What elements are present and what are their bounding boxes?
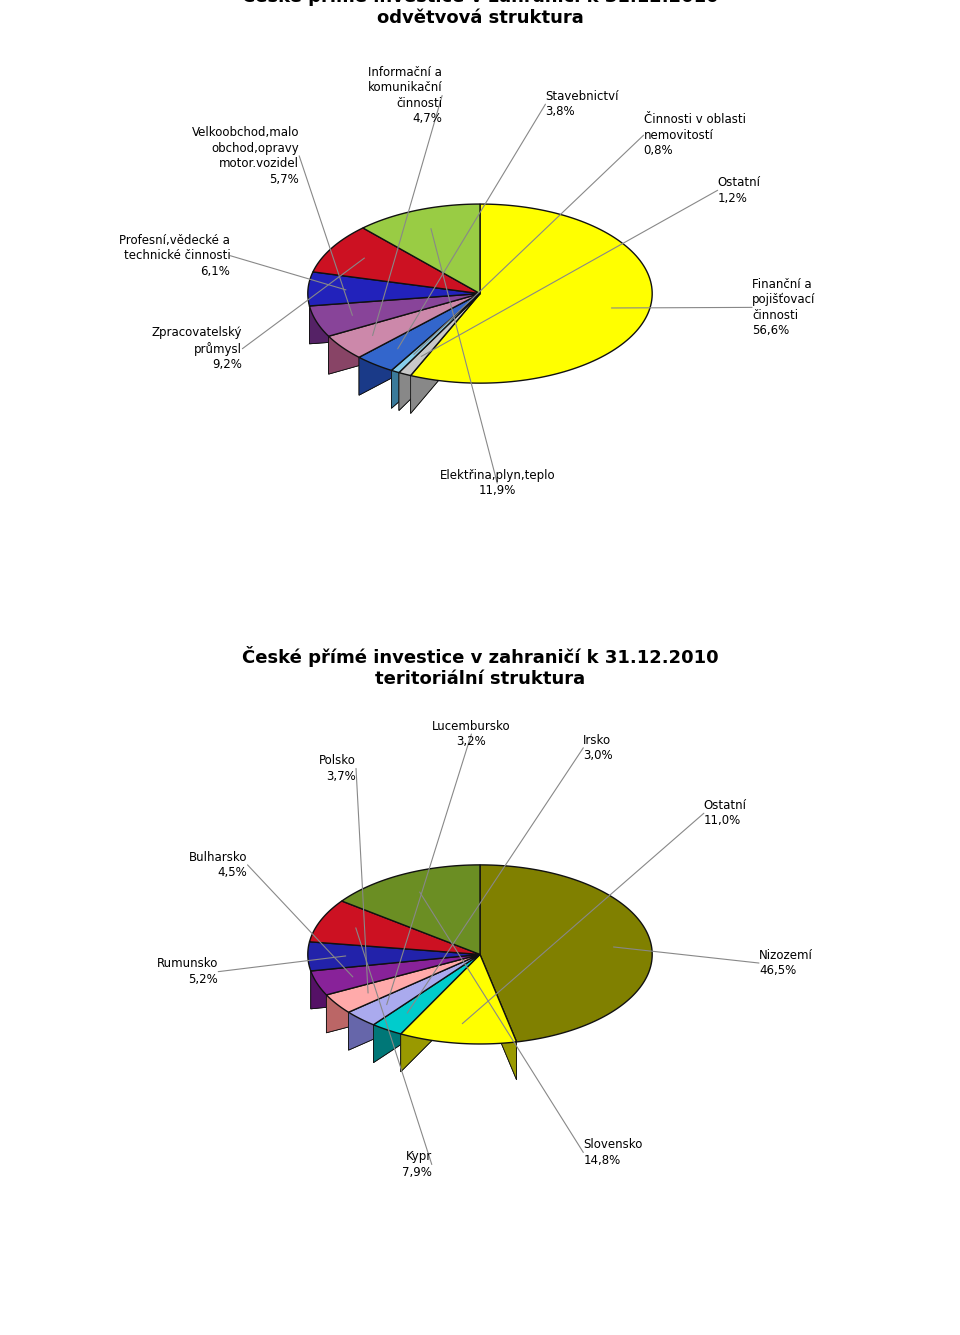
Polygon shape — [480, 955, 516, 1080]
Text: Velkoobchod,malo
obchod,opravy
motor.vozidel
5,7%: Velkoobchod,malo obchod,opravy motor.voz… — [192, 125, 300, 186]
Polygon shape — [392, 294, 480, 409]
Text: Zpracovatelský
průmysl
9,2%: Zpracovatelský průmysl 9,2% — [152, 326, 242, 371]
Text: Lucembursko
3,2%: Lucembursko 3,2% — [432, 720, 511, 749]
Polygon shape — [373, 955, 480, 1033]
Polygon shape — [328, 294, 480, 374]
Text: Ostatní
11,0%: Ostatní 11,0% — [704, 798, 747, 828]
Text: Ostatní
1,2%: Ostatní 1,2% — [718, 176, 760, 204]
Text: Profesní,vědecké a
technické činnosti
6,1%: Profesní,vědecké a technické činnosti 6,… — [119, 234, 230, 278]
Text: Činnosti v oblasti
nemovitostí
0,8%: Činnosti v oblasti nemovitostí 0,8% — [643, 113, 746, 158]
Polygon shape — [392, 294, 480, 409]
Polygon shape — [309, 294, 480, 344]
Text: Kypr
7,9%: Kypr 7,9% — [402, 1151, 432, 1179]
Polygon shape — [400, 955, 480, 1072]
Text: Bulharsko
4,5%: Bulharsko 4,5% — [189, 850, 248, 880]
Polygon shape — [480, 865, 652, 1041]
Text: Slovensko
14,8%: Slovensko 14,8% — [584, 1139, 642, 1167]
Polygon shape — [348, 955, 480, 1051]
Text: Rumunsko
5,2%: Rumunsko 5,2% — [156, 957, 218, 987]
Polygon shape — [311, 955, 480, 1009]
Polygon shape — [348, 955, 480, 1051]
Polygon shape — [328, 294, 480, 358]
Polygon shape — [311, 955, 480, 995]
Polygon shape — [309, 294, 480, 344]
Text: Elektřina,plyn,teplo
11,9%: Elektřina,plyn,teplo 11,9% — [440, 469, 555, 497]
Polygon shape — [400, 955, 516, 1044]
Polygon shape — [399, 294, 480, 375]
Polygon shape — [363, 204, 480, 294]
Polygon shape — [342, 865, 480, 955]
Polygon shape — [359, 294, 480, 370]
Polygon shape — [411, 204, 652, 383]
Polygon shape — [359, 294, 480, 395]
Polygon shape — [411, 294, 480, 414]
Polygon shape — [311, 955, 480, 1009]
Polygon shape — [399, 294, 480, 410]
Polygon shape — [326, 955, 480, 1033]
Text: Finanční a
pojišťovací
činnosti
56,6%: Finanční a pojišťovací činnosti 56,6% — [752, 278, 815, 338]
Polygon shape — [373, 955, 480, 1063]
Text: Stavebnictví
3,8%: Stavebnictví 3,8% — [545, 89, 619, 119]
Polygon shape — [399, 294, 480, 410]
Polygon shape — [373, 955, 480, 1063]
Text: Irsko
3,0%: Irsko 3,0% — [584, 733, 612, 762]
Polygon shape — [400, 955, 480, 1072]
Text: Informační a
komunikační
činnosti
4,7%: Informační a komunikační činnosti 4,7% — [368, 65, 443, 125]
Polygon shape — [326, 955, 480, 1012]
Polygon shape — [480, 955, 516, 1080]
Polygon shape — [392, 294, 480, 372]
Polygon shape — [308, 941, 480, 971]
Text: Nizozemí
46,5%: Nizozemí 46,5% — [759, 949, 813, 977]
Polygon shape — [308, 272, 480, 306]
Title: České přímé investice v zahraničí k 31.12.2010
teritoriální struktura: České přímé investice v zahraničí k 31.1… — [242, 646, 718, 688]
Title: České přímé investice v zahraničí k 31.12.2010
odvětvová struktura: České přímé investice v zahraničí k 31.1… — [242, 0, 718, 27]
Polygon shape — [348, 955, 480, 1025]
Polygon shape — [328, 294, 480, 374]
Polygon shape — [309, 901, 480, 955]
Polygon shape — [411, 294, 480, 414]
Polygon shape — [313, 228, 480, 294]
Text: Polsko
3,7%: Polsko 3,7% — [319, 754, 356, 782]
Polygon shape — [309, 294, 480, 336]
Polygon shape — [326, 955, 480, 1033]
Polygon shape — [359, 294, 480, 395]
